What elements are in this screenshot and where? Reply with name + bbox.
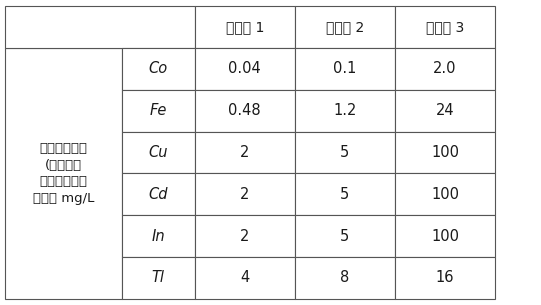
Text: 加入物 2: 加入物 2 — [326, 20, 364, 34]
Bar — [122, 48, 195, 90]
Text: 品）各杂质元: 品）各杂质元 — [39, 175, 88, 188]
Text: 24: 24 — [436, 103, 454, 118]
Bar — [295, 131, 395, 174]
Text: Cu: Cu — [148, 145, 168, 160]
Bar — [195, 6, 295, 48]
Text: 素浓度 mg/L: 素浓度 mg/L — [33, 192, 94, 205]
Bar — [195, 131, 295, 174]
Text: 16: 16 — [436, 271, 454, 285]
Text: (即标准样: (即标准样 — [45, 159, 82, 171]
Bar — [122, 90, 195, 131]
Text: 0.48: 0.48 — [228, 103, 261, 118]
Text: Co: Co — [149, 61, 168, 76]
Bar — [395, 48, 495, 90]
Bar — [295, 215, 395, 257]
Text: 标准工作溶液: 标准工作溶液 — [39, 142, 88, 155]
Bar — [5, 48, 122, 299]
Text: Cd: Cd — [148, 187, 168, 202]
Bar — [295, 257, 395, 299]
Text: 加入物 3: 加入物 3 — [426, 20, 464, 34]
Bar — [122, 257, 195, 299]
Bar — [295, 48, 395, 90]
Text: 2: 2 — [240, 187, 249, 202]
Text: Tl: Tl — [151, 271, 165, 285]
Bar — [122, 215, 195, 257]
Text: 5: 5 — [340, 229, 349, 244]
Text: 0.1: 0.1 — [333, 61, 357, 76]
Bar — [295, 174, 395, 215]
Text: 加入物 1: 加入物 1 — [226, 20, 264, 34]
Text: Fe: Fe — [149, 103, 167, 118]
Bar — [295, 90, 395, 131]
Bar — [395, 215, 495, 257]
Bar — [195, 174, 295, 215]
Bar — [395, 6, 495, 48]
Text: 100: 100 — [431, 229, 459, 244]
Bar — [295, 6, 395, 48]
Text: 2: 2 — [240, 229, 249, 244]
Bar — [5, 6, 195, 48]
Text: 8: 8 — [340, 271, 349, 285]
Text: 4: 4 — [240, 271, 249, 285]
Bar — [122, 174, 195, 215]
Text: 5: 5 — [340, 145, 349, 160]
Bar — [395, 257, 495, 299]
Bar — [395, 90, 495, 131]
Bar — [122, 131, 195, 174]
Bar — [195, 90, 295, 131]
Text: 2.0: 2.0 — [433, 61, 457, 76]
Text: 1.2: 1.2 — [333, 103, 357, 118]
Bar — [195, 48, 295, 90]
Bar — [195, 215, 295, 257]
Bar — [395, 131, 495, 174]
Text: In: In — [151, 229, 165, 244]
Bar — [395, 174, 495, 215]
Bar — [195, 257, 295, 299]
Text: 2: 2 — [240, 145, 249, 160]
Text: 100: 100 — [431, 145, 459, 160]
Text: 0.04: 0.04 — [228, 61, 261, 76]
Text: 100: 100 — [431, 187, 459, 202]
Text: 5: 5 — [340, 187, 349, 202]
